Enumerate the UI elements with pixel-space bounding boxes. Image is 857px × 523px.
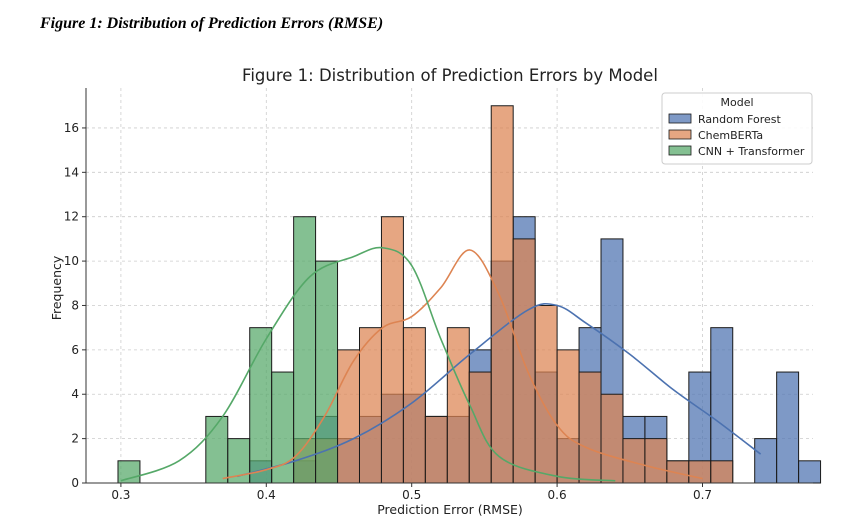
y-tick-label: 16 (64, 121, 79, 135)
bar-chemberta (600, 393, 624, 484)
kde-chemberta (222, 249, 703, 480)
bar-chemberta (424, 415, 448, 484)
x-axis-label: Prediction Error (RMSE) (377, 502, 523, 517)
x-tick-label: 0.7 (693, 488, 712, 502)
y-tick-label: 0 (71, 476, 79, 490)
y-tick-label: 12 (64, 210, 79, 224)
bar-random-forest (710, 327, 734, 484)
y-tick-label: 2 (71, 432, 79, 446)
histogram-bars (117, 105, 822, 484)
legend-entry: ChemBERTa (698, 129, 763, 142)
legend-title: Model (720, 96, 753, 109)
x-tick-label: 0.6 (548, 488, 567, 502)
bar-chemberta (710, 460, 734, 484)
bar-cnn-transformer (293, 216, 317, 484)
bar-random-forest (776, 371, 800, 484)
figure-caption: Figure 1: Distribution of Prediction Err… (40, 15, 384, 32)
bar-chemberta (380, 216, 404, 484)
y-tick-label: 8 (71, 298, 79, 312)
legend-swatch (668, 145, 692, 156)
x-tick-label: 0.5 (402, 488, 421, 502)
legend-entry: CNN + Transformer (698, 145, 805, 158)
legend-swatch (668, 129, 692, 140)
x-tick-label: 0.3 (111, 488, 130, 502)
bar-chemberta (402, 327, 426, 484)
axes: 0.3 0.4 0.5 0.6 0.7 0 2 4 6 8 10 12 14 16 (64, 88, 813, 502)
bar-cnn-transformer (205, 415, 229, 484)
legend-entry: Random Forest (698, 113, 781, 126)
bar-chemberta (446, 327, 470, 484)
y-tick-label: 6 (71, 343, 79, 357)
bar-chemberta (358, 327, 382, 484)
legend-swatch (668, 113, 692, 124)
bar-cnn-transformer (117, 460, 141, 484)
kde-curves (120, 246, 762, 482)
bar-chemberta (556, 349, 580, 484)
y-tick-label: 4 (71, 387, 79, 401)
y-tick-label: 14 (64, 165, 79, 179)
bar-random-forest (754, 438, 778, 484)
bar-chemberta (578, 371, 602, 484)
y-tick-label: 10 (64, 254, 79, 268)
chart-title: Figure 1: Distribution of Prediction Err… (242, 66, 658, 85)
kde-cnn-transformer (120, 246, 616, 482)
kde-random-forest (237, 302, 762, 478)
y-axis-label: Frequency (49, 255, 64, 320)
x-tick-label: 0.4 (257, 488, 276, 502)
bar-cnn-transformer (249, 327, 273, 484)
bar-chemberta (490, 105, 514, 484)
legend: Model Random Forest ChemBERTa CNN + Transfo… (661, 92, 813, 165)
legend-box (661, 92, 813, 165)
bar-chemberta (688, 460, 712, 484)
bar-random-forest (798, 460, 822, 484)
bar-chemberta (644, 438, 668, 484)
